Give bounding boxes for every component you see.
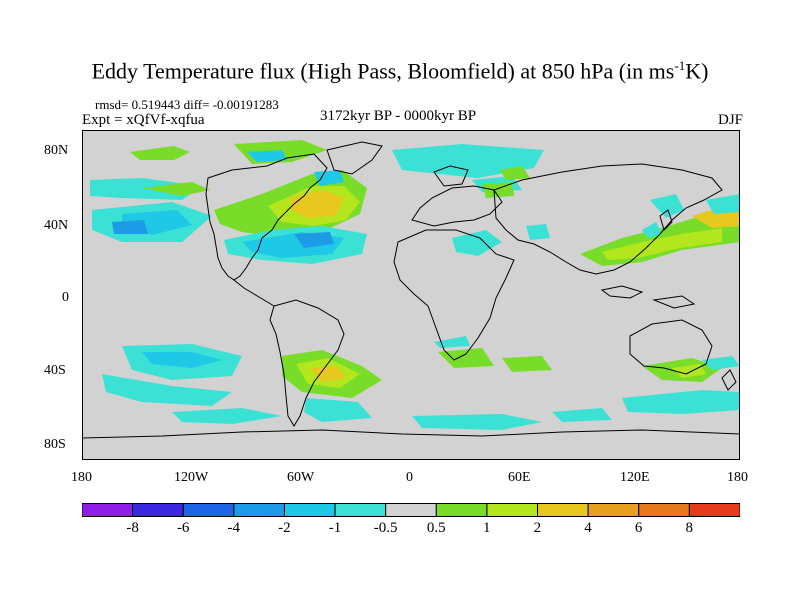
anomaly-patch <box>552 408 612 422</box>
stats-label: rmsd= 0.519443 diff= -0.00191283 <box>95 97 279 112</box>
colorbar-label: 8 <box>685 520 693 536</box>
colorbar-box <box>283 503 336 517</box>
x-tick-label: 0 <box>406 470 413 485</box>
anomaly-patch <box>702 356 740 370</box>
colorbar-box <box>688 503 740 517</box>
colorbar-boxes <box>82 503 740 517</box>
coastline-asia <box>493 163 723 275</box>
colorbar-box <box>435 503 488 517</box>
anomaly-patch <box>247 150 287 162</box>
anomaly-patch <box>142 182 210 196</box>
title-tail: K) <box>685 58 709 84</box>
colorbar-box <box>385 503 437 517</box>
coastline-scandinavia <box>433 165 469 187</box>
anomaly-patch <box>102 374 232 406</box>
coastline-new-zealand <box>721 369 737 391</box>
anomaly-patch <box>526 224 550 240</box>
y-tick-label: 40N <box>44 218 69 233</box>
anomaly-patch <box>642 222 662 238</box>
colorbar-box <box>233 503 285 517</box>
colorbar-box <box>486 503 539 517</box>
x-tick-label: 120W <box>174 470 209 485</box>
anomaly-patch <box>310 366 346 382</box>
colorbar-box <box>82 503 134 517</box>
anomaly-patch <box>706 194 740 214</box>
coastline-north-america <box>205 153 328 281</box>
x-tick-label: 60E <box>508 470 531 485</box>
coastline-australia <box>629 319 713 375</box>
anomaly-patch <box>304 398 372 422</box>
colorbar-label: 0.5 <box>426 520 446 536</box>
coastline-africa <box>393 229 515 361</box>
colorbar-label: 6 <box>634 520 643 536</box>
colorbar-label: -2 <box>278 520 291 536</box>
colorbar-box <box>587 503 640 517</box>
anomaly-patch <box>672 364 706 378</box>
anomaly-patch <box>294 232 334 248</box>
coastline-greenland <box>326 141 383 175</box>
colorbar-box <box>537 503 589 517</box>
anomaly-patch <box>112 220 148 234</box>
colorbar-label: 4 <box>584 520 592 536</box>
anomaly-patch <box>650 194 684 218</box>
anomaly-patch <box>500 166 530 180</box>
chart-title: Eddy Temperature flux (High Pass, Bloomf… <box>0 58 800 84</box>
anomaly-patch <box>412 414 542 430</box>
season-label: DJF <box>717 112 743 128</box>
colorbar-label: -4 <box>227 520 241 536</box>
anomaly-patch <box>622 390 740 414</box>
coastline-europe <box>411 185 503 227</box>
coastline-japan <box>659 209 673 231</box>
colorbar <box>82 503 740 517</box>
coastline-new-guinea <box>652 295 696 309</box>
anomaly-patch <box>90 178 202 200</box>
colorbar-box <box>132 503 184 517</box>
anomaly-patch <box>502 356 552 372</box>
period-label: 3172kyr BP - 0000kyr BP <box>320 108 477 124</box>
y-tick-label: 80N <box>44 143 69 158</box>
colorbar-box <box>638 503 690 517</box>
anomaly-patch <box>602 228 722 260</box>
anomaly-patch <box>130 146 190 160</box>
x-tick-label: 180 <box>71 470 92 485</box>
coastlines <box>82 141 740 439</box>
x-tick-label: 180 <box>727 470 748 485</box>
colorbar-label: 1 <box>483 520 491 536</box>
anomaly-patch <box>172 408 282 424</box>
map-plot <box>82 130 740 460</box>
colorbar-box <box>334 503 387 517</box>
y-tick-label: 40S <box>44 363 66 378</box>
coastline-south-america <box>269 299 345 427</box>
coastline-islands <box>600 285 644 299</box>
colorbar-label: -8 <box>126 520 139 536</box>
anomaly-patch <box>314 170 344 186</box>
anomaly-patch <box>452 230 502 256</box>
y-tick-label: 80S <box>44 437 66 452</box>
anomaly-patch <box>438 348 494 368</box>
title-main: Eddy Temperature flux (High Pass, Bloomf… <box>91 58 675 84</box>
colorbar-label: -1 <box>328 520 342 536</box>
y-tick-label: 0 <box>62 290 69 305</box>
anomaly-patch <box>434 336 470 348</box>
coastline-central-america <box>233 279 275 307</box>
x-tick-label: 60W <box>287 470 315 485</box>
experiment-label: Expt = xQfVf-xqfua <box>82 112 205 128</box>
colorbar-label: 2 <box>533 520 542 536</box>
coastline-antarctica <box>82 429 740 439</box>
map-frame <box>82 130 740 460</box>
colorbar-box <box>182 503 235 517</box>
x-tick-label: 120E <box>620 470 650 485</box>
anomaly-patch <box>142 352 222 368</box>
anomaly-shading <box>90 140 740 430</box>
colorbar-label: -0.5 <box>373 520 398 536</box>
title-sup: -1 <box>674 58 686 73</box>
colorbar-label: -6 <box>176 520 190 536</box>
